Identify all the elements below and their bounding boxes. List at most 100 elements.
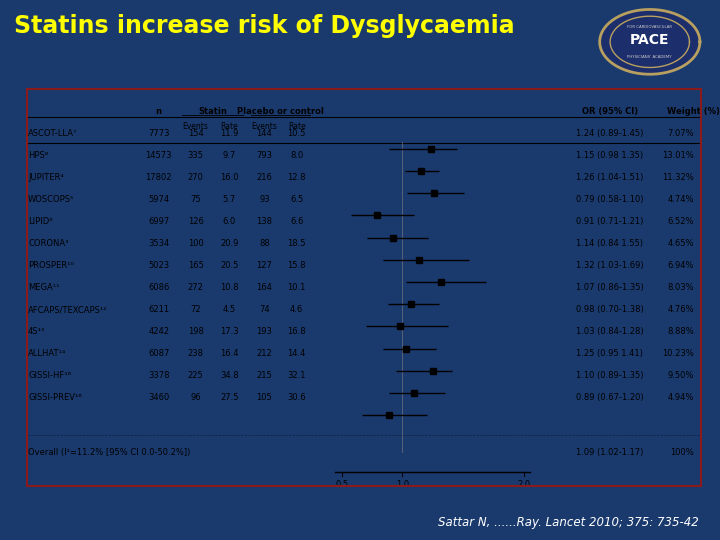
Text: 74: 74	[259, 305, 269, 314]
Text: 20.5: 20.5	[220, 261, 238, 270]
Text: 2.0: 2.0	[517, 481, 530, 489]
Text: 16.4: 16.4	[220, 349, 238, 358]
Text: MEGA¹¹: MEGA¹¹	[28, 283, 60, 292]
Polygon shape	[610, 16, 690, 68]
Text: 4.65%: 4.65%	[667, 239, 694, 248]
Text: 18.5: 18.5	[287, 239, 306, 248]
Text: 6211: 6211	[148, 305, 169, 314]
Text: 165: 165	[188, 261, 204, 270]
Text: 20.9: 20.9	[220, 239, 238, 248]
Text: 335: 335	[188, 151, 204, 160]
Text: 6.52%: 6.52%	[667, 217, 694, 226]
Text: 17802: 17802	[145, 173, 172, 182]
Text: 4.6: 4.6	[290, 305, 303, 314]
Text: Rate: Rate	[288, 122, 305, 131]
Text: 3534: 3534	[148, 239, 169, 248]
Text: 13.01%: 13.01%	[662, 151, 694, 160]
Text: 164: 164	[256, 283, 272, 292]
Text: Statins increase risk of Dysglycaemia: Statins increase risk of Dysglycaemia	[14, 14, 515, 37]
Text: 16.0: 16.0	[220, 173, 238, 182]
Text: Overall (I²=11.2% [95% CI 0.0-50.2%]): Overall (I²=11.2% [95% CI 0.0-50.2%])	[28, 448, 190, 457]
Text: 4.94%: 4.94%	[667, 393, 694, 402]
Text: 225: 225	[188, 372, 204, 380]
Text: CORONA³: CORONA³	[28, 239, 68, 248]
Text: 8.03%: 8.03%	[667, 283, 694, 292]
Text: Placebo or control: Placebo or control	[237, 107, 324, 116]
Text: 4S¹³: 4S¹³	[28, 327, 45, 336]
Text: 270: 270	[188, 173, 204, 182]
Text: Sattar N, ......Ray. Lancet 2010; 375: 735-42: Sattar N, ......Ray. Lancet 2010; 375: 7…	[438, 516, 698, 529]
Text: 3460: 3460	[148, 393, 169, 402]
Text: 4242: 4242	[148, 327, 169, 336]
Text: 1.24 (0.89-1.45): 1.24 (0.89-1.45)	[576, 129, 644, 138]
Text: 12.8: 12.8	[287, 173, 306, 182]
Text: 5.7: 5.7	[222, 195, 236, 204]
Text: 212: 212	[256, 349, 272, 358]
Text: 14573: 14573	[145, 151, 172, 160]
Text: 1.03 (0.84-1.28): 1.03 (0.84-1.28)	[576, 327, 644, 336]
Text: 193: 193	[256, 327, 272, 336]
Text: PACE: PACE	[630, 33, 670, 48]
Text: 75: 75	[190, 195, 201, 204]
Text: 6.94%: 6.94%	[667, 261, 694, 270]
Text: 1.0: 1.0	[396, 481, 409, 489]
Text: 1.14 (0.84 1.55): 1.14 (0.84 1.55)	[576, 239, 643, 248]
Text: Statin: Statin	[198, 107, 227, 116]
Text: 8.0: 8.0	[290, 151, 303, 160]
Text: 272: 272	[188, 283, 204, 292]
Text: Events: Events	[251, 122, 277, 131]
Text: n: n	[156, 107, 161, 116]
Text: 216: 216	[256, 173, 272, 182]
Text: 9.7: 9.7	[222, 151, 236, 160]
Text: 6997: 6997	[148, 217, 169, 226]
Text: 14.4: 14.4	[287, 349, 306, 358]
Text: 138: 138	[256, 217, 272, 226]
Text: ASCOT-LLA⁷: ASCOT-LLA⁷	[28, 129, 78, 138]
Text: 4.76%: 4.76%	[667, 305, 694, 314]
Text: 7.07%: 7.07%	[667, 129, 694, 138]
Text: 1.25 (0.95 1.41): 1.25 (0.95 1.41)	[576, 349, 643, 358]
Text: 1.26 (1.04-1.51): 1.26 (1.04-1.51)	[576, 173, 644, 182]
Text: FOR CARDIOVASCULAR: FOR CARDIOVASCULAR	[627, 25, 672, 29]
Text: 10.5: 10.5	[287, 129, 306, 138]
Text: 6.5: 6.5	[290, 195, 303, 204]
Text: 34.8: 34.8	[220, 372, 238, 380]
Text: 144: 144	[256, 129, 272, 138]
Text: LIPID⁶: LIPID⁶	[28, 217, 53, 226]
Text: Events: Events	[183, 122, 209, 131]
Text: 10.8: 10.8	[220, 283, 238, 292]
Text: Rate: Rate	[220, 122, 238, 131]
Text: 1.15 (0.98 1.35): 1.15 (0.98 1.35)	[576, 151, 643, 160]
Text: 0.89 (0.67-1.20): 0.89 (0.67-1.20)	[576, 393, 644, 402]
Text: 0.98 (0.70-1.38): 0.98 (0.70-1.38)	[576, 305, 644, 314]
Text: 10.23%: 10.23%	[662, 349, 694, 358]
Text: 126: 126	[188, 217, 204, 226]
Polygon shape	[600, 10, 700, 74]
Text: 7773: 7773	[148, 129, 169, 138]
Text: 793: 793	[256, 151, 272, 160]
Text: 3378: 3378	[148, 372, 169, 380]
Text: 215: 215	[256, 372, 272, 380]
Text: 93: 93	[259, 195, 269, 204]
Text: 30.6: 30.6	[287, 393, 306, 402]
Text: 10.1: 10.1	[287, 283, 306, 292]
Text: AFCAPS/TEXCAPS¹²: AFCAPS/TEXCAPS¹²	[28, 305, 107, 314]
Text: 6.0: 6.0	[222, 217, 236, 226]
Text: WOSCOPS⁵: WOSCOPS⁵	[28, 195, 74, 204]
Text: 100%: 100%	[670, 448, 694, 457]
Text: 32.1: 32.1	[287, 372, 306, 380]
Text: 127: 127	[256, 261, 272, 270]
Text: 15.8: 15.8	[287, 261, 306, 270]
Text: 154: 154	[188, 129, 204, 138]
Text: 72: 72	[190, 305, 201, 314]
Text: OR (95% CI): OR (95% CI)	[582, 107, 638, 116]
Text: PHYSICIANS' ACADEMY: PHYSICIANS' ACADEMY	[628, 55, 672, 59]
Text: GISSI-HF¹⁶: GISSI-HF¹⁶	[28, 372, 71, 380]
Text: 238: 238	[188, 349, 204, 358]
Text: GISSI-PREV¹⁶: GISSI-PREV¹⁶	[28, 393, 82, 402]
Polygon shape	[405, 463, 423, 478]
Text: 100: 100	[188, 239, 204, 248]
Text: ALLHAT¹⁴: ALLHAT¹⁴	[28, 349, 66, 358]
Text: 105: 105	[256, 393, 272, 402]
Text: 17.3: 17.3	[220, 327, 238, 336]
